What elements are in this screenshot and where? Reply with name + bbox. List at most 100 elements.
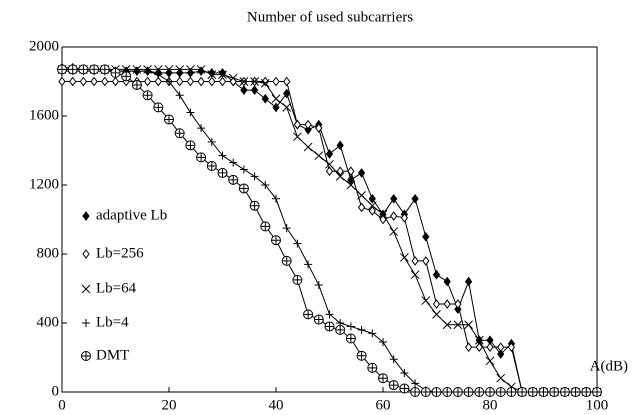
data-point xyxy=(197,76,205,87)
data-point xyxy=(431,387,442,397)
marker-shape xyxy=(432,388,441,396)
marker-shape xyxy=(79,65,88,74)
data-point xyxy=(261,93,269,104)
marker-shape xyxy=(389,381,398,390)
marker-shape xyxy=(336,140,344,151)
data-point xyxy=(411,256,419,266)
marker-shape xyxy=(304,119,312,130)
marker-shape xyxy=(154,70,163,79)
marker-shape xyxy=(432,269,441,280)
marker-shape xyxy=(368,363,377,372)
data-point xyxy=(165,77,173,86)
marker-shape xyxy=(283,76,291,87)
marker-shape xyxy=(282,224,291,233)
x-tick-label: 60 xyxy=(376,397,391,413)
data-point xyxy=(367,362,378,373)
data-point xyxy=(390,193,398,204)
marker-shape xyxy=(411,388,420,396)
marker-shape xyxy=(218,76,227,87)
data-point xyxy=(390,211,398,221)
marker-shape xyxy=(143,91,152,100)
data-point xyxy=(271,94,281,104)
data-point xyxy=(143,67,152,76)
plot-frame xyxy=(61,46,598,393)
data-point xyxy=(217,167,228,178)
x-tick-label: 100 xyxy=(586,397,609,413)
data-point xyxy=(485,356,495,366)
data-point xyxy=(335,324,346,335)
marker-shape xyxy=(90,65,99,74)
marker-shape xyxy=(411,193,419,204)
data-point xyxy=(389,227,399,236)
data-point xyxy=(67,64,78,75)
marker-shape xyxy=(357,190,366,200)
data-point xyxy=(496,373,506,383)
marker-shape xyxy=(196,65,206,74)
marker-shape xyxy=(303,142,313,152)
marker-shape xyxy=(122,72,131,81)
marker-shape xyxy=(282,103,292,112)
marker-shape xyxy=(154,103,163,112)
marker-shape xyxy=(357,325,366,334)
marker-shape xyxy=(250,201,259,210)
data-point xyxy=(411,379,420,388)
data-point xyxy=(240,85,248,95)
data-point xyxy=(153,65,163,74)
data-point xyxy=(325,166,334,177)
marker-shape xyxy=(507,388,516,396)
marker-shape xyxy=(315,123,323,133)
marker-shape xyxy=(186,108,195,117)
marker-shape xyxy=(58,76,66,87)
data-point xyxy=(283,88,291,99)
legend-marker xyxy=(81,351,91,361)
data-point xyxy=(357,190,366,200)
marker-shape xyxy=(153,65,163,74)
data-point xyxy=(325,149,334,159)
marker-shape xyxy=(325,159,334,169)
marker-shape xyxy=(176,76,184,87)
data-point xyxy=(388,380,399,391)
data-point xyxy=(368,329,377,338)
marker-shape xyxy=(389,227,399,236)
data-point xyxy=(186,76,195,87)
marker-shape xyxy=(497,349,505,359)
data-point xyxy=(175,91,184,100)
data-point xyxy=(346,322,355,331)
marker-shape xyxy=(272,194,280,203)
marker-shape xyxy=(239,77,249,86)
data-point xyxy=(261,181,270,189)
data-point xyxy=(272,194,280,203)
marker-shape xyxy=(443,299,451,309)
data-point xyxy=(454,299,462,309)
data-point xyxy=(442,387,453,397)
marker-shape xyxy=(68,65,77,74)
data-point xyxy=(336,140,344,151)
data-point xyxy=(452,387,463,397)
data-point xyxy=(368,206,376,216)
data-point xyxy=(69,76,77,87)
marker-shape xyxy=(475,342,483,352)
data-point xyxy=(90,76,98,87)
data-point xyxy=(218,70,227,79)
marker-shape xyxy=(304,124,312,135)
marker-shape xyxy=(390,211,398,221)
data-point xyxy=(186,65,195,74)
data-point xyxy=(399,383,410,394)
marker-shape xyxy=(197,153,206,162)
marker-shape xyxy=(165,115,173,124)
data-point xyxy=(283,76,291,87)
marker-shape xyxy=(593,388,601,396)
marker-shape xyxy=(101,76,109,87)
marker-shape xyxy=(197,76,205,87)
data-point xyxy=(538,387,549,397)
data-point xyxy=(517,387,528,397)
data-point xyxy=(346,180,356,190)
data-point xyxy=(324,321,335,332)
marker-shape xyxy=(82,319,90,327)
data-point xyxy=(367,201,377,211)
marker-shape xyxy=(379,337,387,346)
marker-shape xyxy=(507,342,516,352)
marker-shape xyxy=(218,70,227,79)
data-point xyxy=(345,333,356,344)
data-point xyxy=(154,70,163,79)
